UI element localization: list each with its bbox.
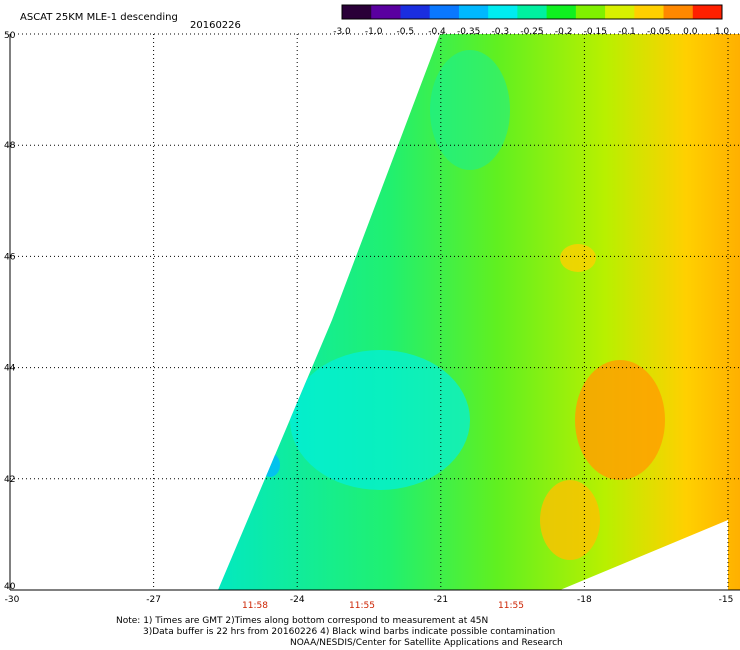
colorbar-swatch <box>634 5 665 19</box>
colorbar-frame <box>341 4 723 20</box>
lat-tick-label: 40 <box>4 582 16 592</box>
colorbar-swatch <box>429 5 460 19</box>
swath-blue-spot <box>260 453 280 477</box>
colorbar-swatch <box>517 5 548 19</box>
lat-tick-label: 48 <box>4 141 16 151</box>
swath-orange-patch <box>575 360 665 480</box>
colorbar-swatch <box>546 5 577 19</box>
colorbar-label: -1.0 <box>365 27 383 37</box>
colorbar-swatch <box>400 5 431 19</box>
product-title: ASCAT 25KM MLE-1 descending <box>20 12 178 23</box>
time-label-2: 11:55 <box>349 601 375 611</box>
lat-tick-label: 42 <box>4 475 15 485</box>
time-label-3: 11:55 <box>498 601 524 611</box>
lon-tick-label: -27 <box>146 595 161 605</box>
colorbar-label: -0.1 <box>618 27 636 37</box>
lon-tick-label: -21 <box>433 595 448 605</box>
note-line-3: NOAA/NESDIS/Center for Satellite Applica… <box>290 638 563 648</box>
product-date: 20160226 <box>190 20 241 31</box>
colorbar-label: -0.5 <box>397 27 415 37</box>
lat-tick-label: 46 <box>4 252 16 262</box>
colorbar-swatch <box>488 5 518 19</box>
swath-yellow-spot <box>560 244 596 272</box>
lon-tick-label: -18 <box>577 595 592 605</box>
colorbar-swatch <box>575 5 606 19</box>
colorbar-label: 1.0 <box>715 27 730 37</box>
colorbar-label: 0.0 <box>683 27 698 37</box>
swath-cyan-patch <box>290 350 470 490</box>
colorbar-label: -3.0 <box>333 27 351 37</box>
colorbar-label: -0.3 <box>492 27 510 37</box>
colorbar-swatch <box>342 5 372 19</box>
lon-tick-label: -24 <box>290 595 305 605</box>
colorbar-label: -0.4 <box>428 27 446 37</box>
colorbar-label: -0.05 <box>647 27 670 37</box>
colorbar-swatch <box>663 5 694 19</box>
map-grid <box>10 33 740 590</box>
note-line-2: 3)Data buffer is 22 hrs from 20160226 4)… <box>143 627 556 637</box>
axis-ticks: -30 -27 -24 -21 -18 -15 40 42 44 46 48 50 <box>4 31 733 605</box>
colorbar-label: -0.2 <box>555 27 573 37</box>
colorbar-swatch <box>605 5 635 19</box>
lon-tick-label: -15 <box>719 595 734 605</box>
lon-tick-label: -30 <box>5 595 20 605</box>
wind-swath <box>218 34 740 590</box>
colorbar-label: -0.35 <box>457 27 480 37</box>
colorbar-label: -0.15 <box>584 27 607 37</box>
colorbar-swatch <box>692 5 723 19</box>
colorbar: -3.0 -1.0 -0.5 -0.4 -0.35 -0.3 -0.25 -0.2 -0.15 -… <box>333 4 730 37</box>
colorbar-swatch <box>371 5 401 19</box>
swath-teal-patch <box>430 50 510 170</box>
time-label-1: 11:58 <box>242 601 268 611</box>
lat-tick-label: 44 <box>4 364 16 374</box>
lat-tick-label: 50 <box>4 31 16 41</box>
swath-yellow-patch <box>540 480 600 560</box>
colorbar-swatch <box>458 5 489 19</box>
colorbar-label: -0.25 <box>520 27 543 37</box>
note-line-1: Note: 1) Times are GMT 2)Times along bot… <box>116 616 489 626</box>
